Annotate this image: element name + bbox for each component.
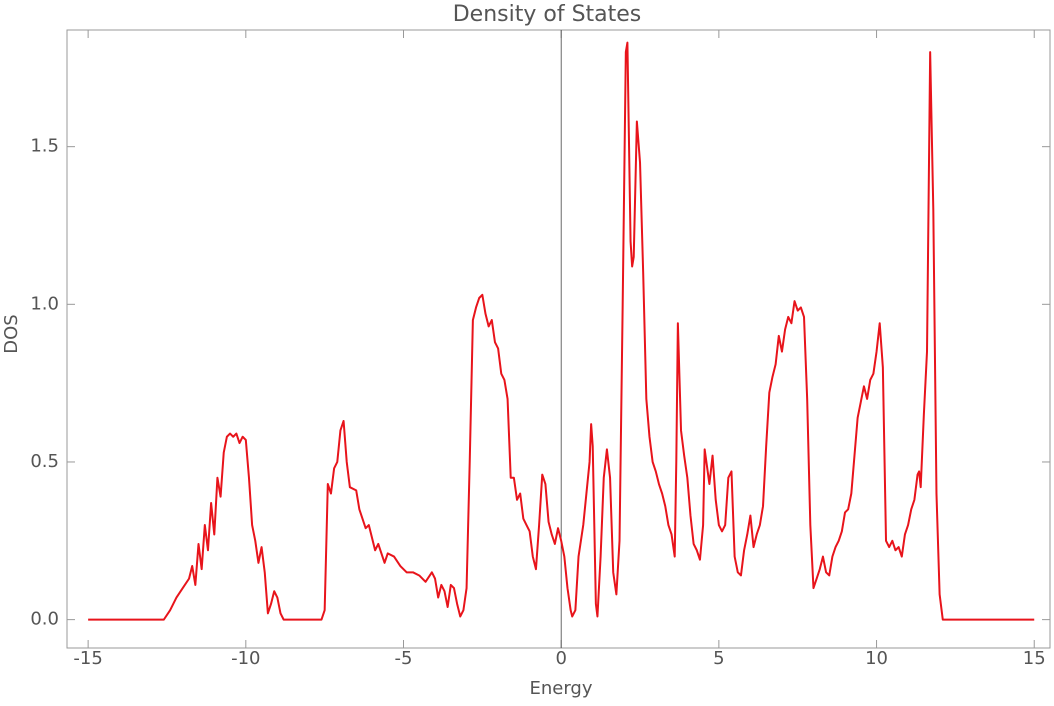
plot-frame	[66, 29, 1051, 649]
x-tick-label: 10	[865, 648, 888, 669]
x-tick-label: 15	[1023, 648, 1046, 669]
x-tick-label: 5	[713, 648, 724, 669]
y-tick-label: 0.0	[30, 609, 59, 630]
dos-line	[88, 41, 1035, 621]
x-tick-label: -10	[231, 648, 260, 669]
y-tick-label: 1.0	[30, 293, 59, 314]
chart-title: Density of States	[453, 2, 642, 27]
x-tick-label: -15	[73, 648, 102, 669]
y-tick-label: 1.5	[30, 136, 59, 157]
x-axis-label: Energy	[529, 678, 592, 699]
x-tick-label: -5	[395, 648, 413, 669]
x-tick-label: 0	[555, 648, 566, 669]
y-tick-label: 0.5	[30, 451, 59, 472]
y-axis-label: DOS	[1, 314, 22, 353]
